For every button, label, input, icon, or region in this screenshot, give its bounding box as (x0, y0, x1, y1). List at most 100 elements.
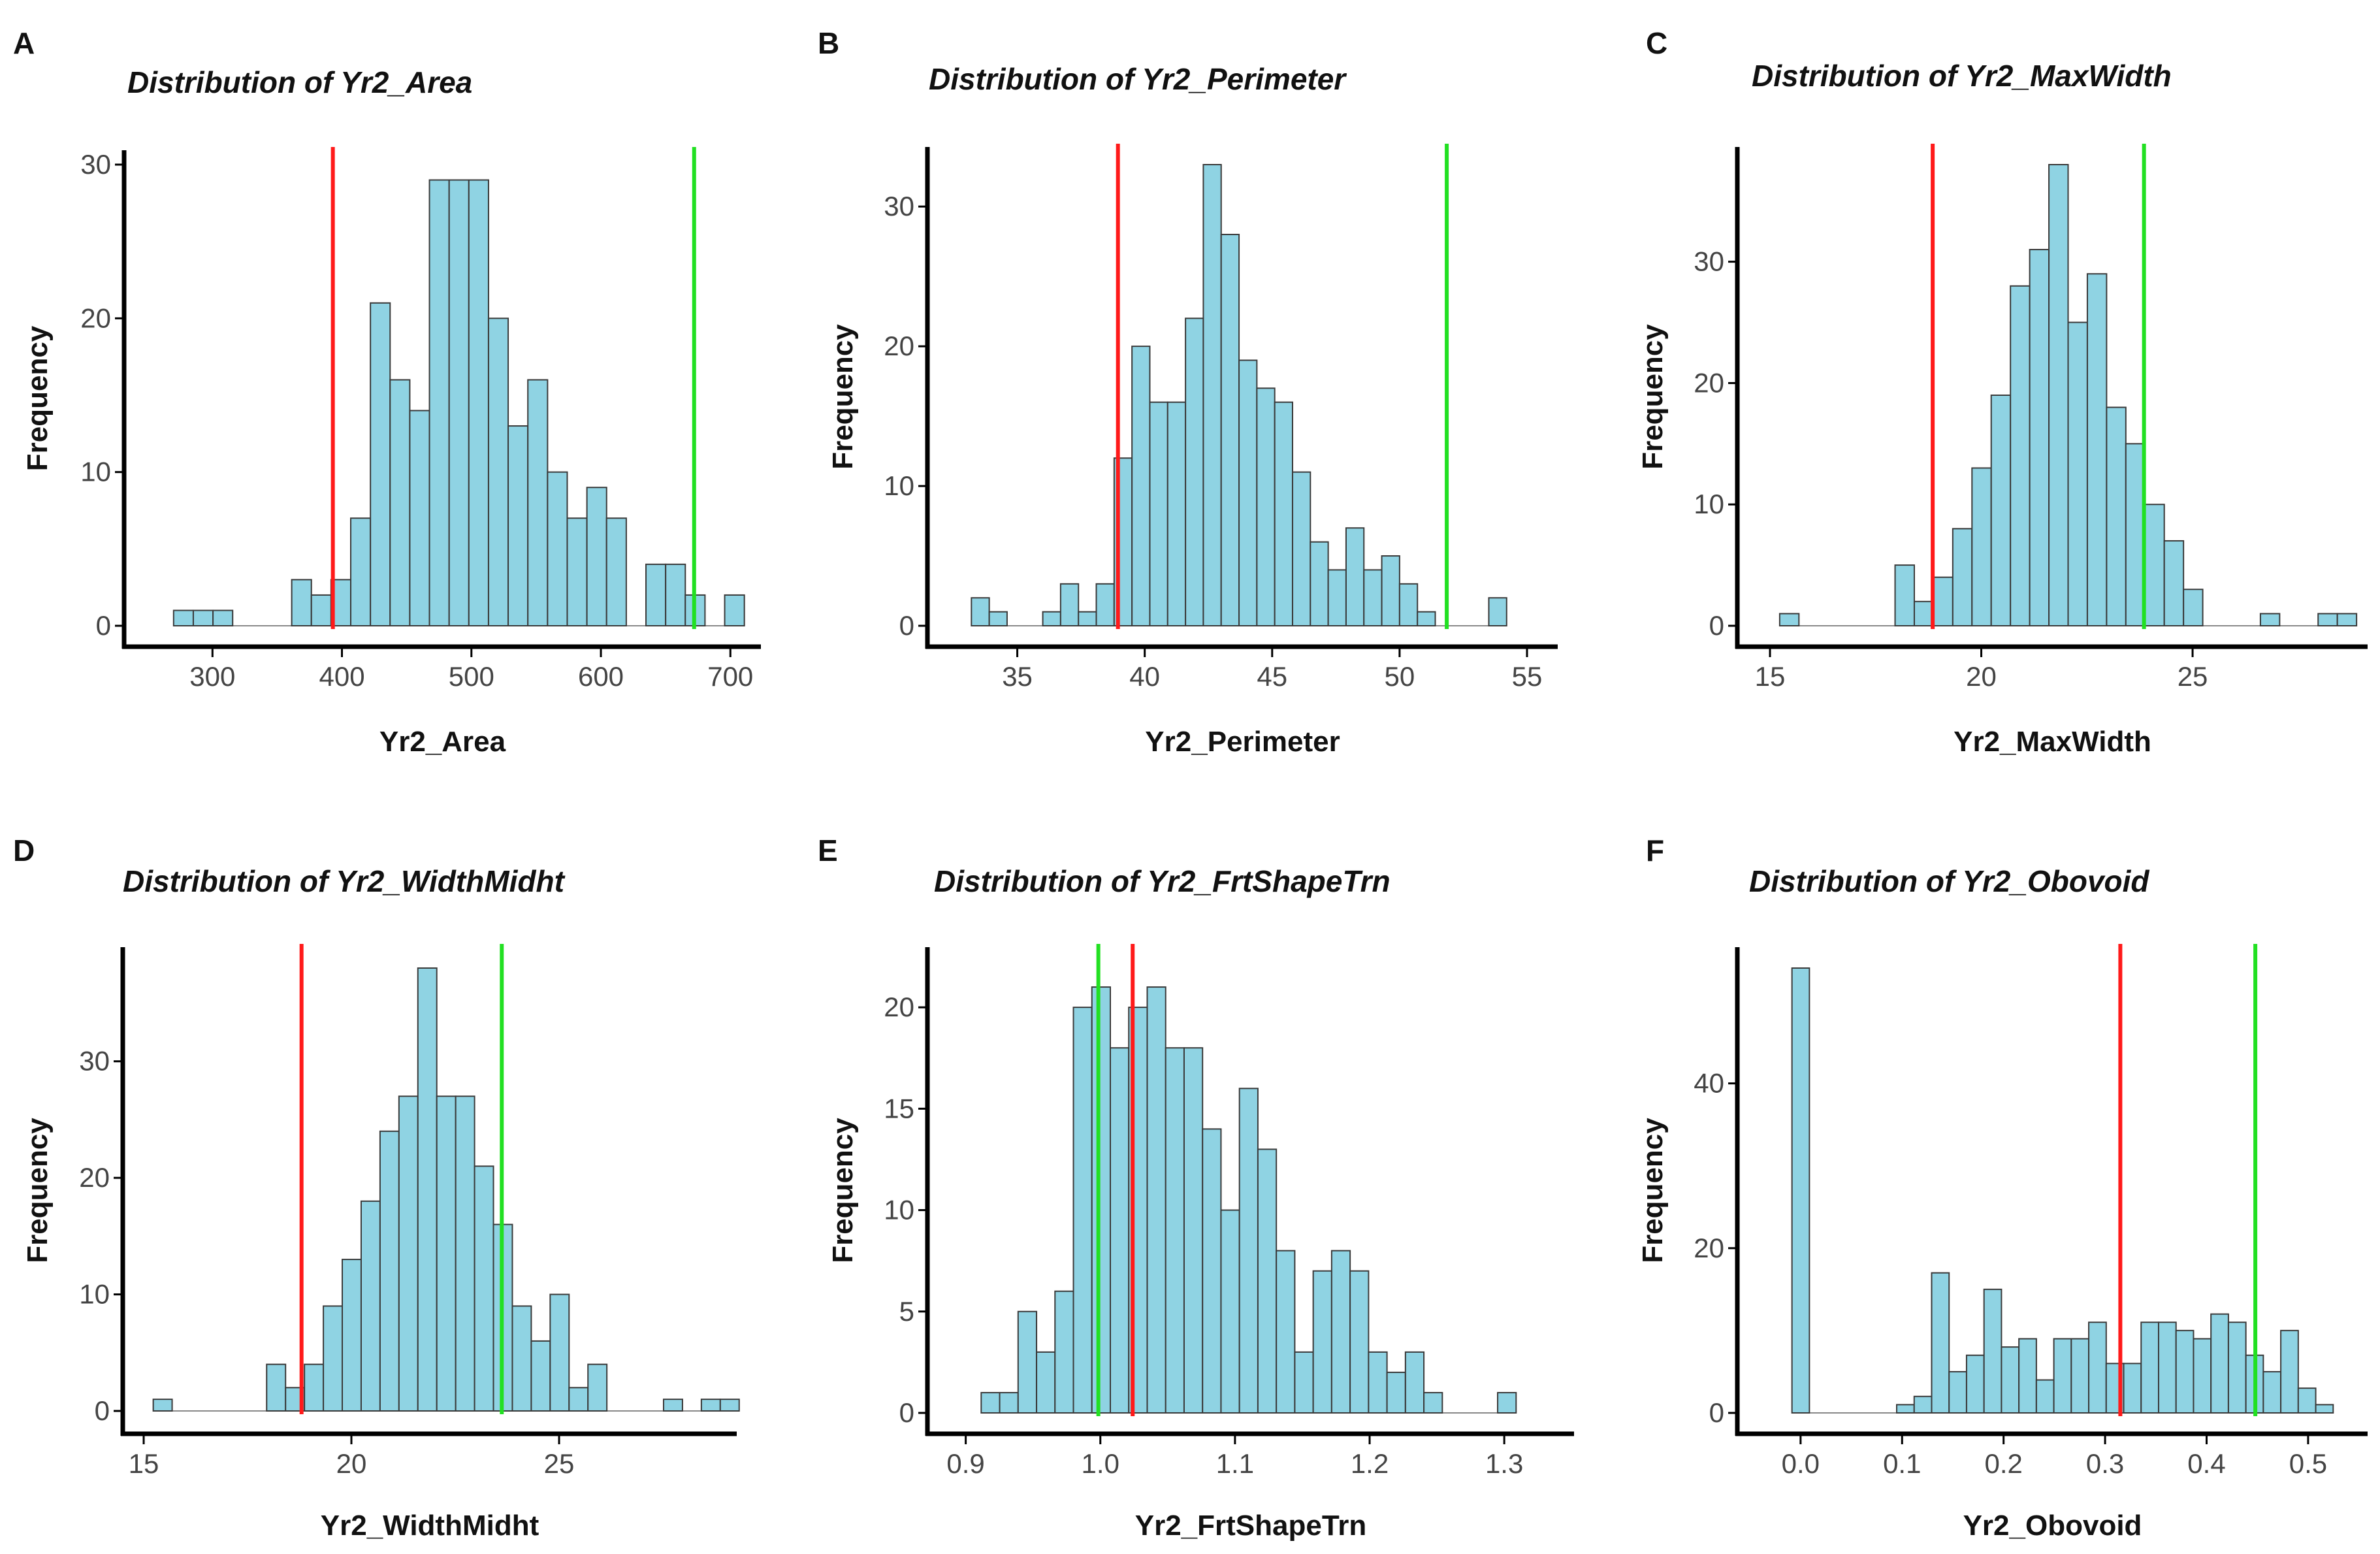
histogram-bar (342, 1259, 362, 1412)
histogram-bar (566, 517, 588, 626)
histogram-bar (2048, 164, 2069, 626)
y-tick-label: 10 (884, 1195, 914, 1225)
histogram-bar (2317, 613, 2338, 627)
histogram-bar (1274, 401, 1293, 626)
histogram-bar (568, 1387, 589, 1412)
histogram-bar (1149, 401, 1168, 626)
histogram-bar (724, 594, 745, 627)
histogram-bar (2297, 1387, 2317, 1414)
histogram-bar (1312, 1270, 1332, 1414)
histogram-bar (1238, 359, 1258, 626)
histogram-bar (487, 317, 509, 626)
histogram-bar (1059, 583, 1080, 626)
histogram-bar (2086, 273, 2108, 627)
x-tick-label: 0.1 (1883, 1448, 1921, 1479)
y-tick-label: 20 (1694, 1233, 1724, 1263)
histogram-bar (1497, 1391, 1517, 1414)
histogram-bar (1036, 1351, 1056, 1414)
histogram-bar (980, 1391, 1001, 1414)
histogram-bar (971, 597, 990, 626)
histogram-bar (428, 179, 450, 626)
panel-a: A Distribution of Yr2_Area 0 10 20 30 300 400 50… (13, 26, 761, 758)
y-axis-label: Frequency (827, 324, 859, 470)
x-tick-label: 25 (544, 1448, 575, 1479)
panel-letter-d: D (13, 834, 35, 867)
histogram-bar (547, 471, 568, 627)
histogram-bar (530, 1340, 551, 1412)
x-tick-label: 20 (1966, 661, 1997, 692)
chart-title-b: Distribution of Yr2_Perimeter (929, 62, 1347, 96)
histogram-bar (1291, 471, 1311, 627)
histogram-bar (2193, 1338, 2212, 1414)
histogram-bar (1256, 387, 1276, 626)
histogram-bar (1778, 613, 1800, 627)
histogram-bar (2035, 1379, 2055, 1414)
histogram-bar (1091, 986, 1112, 1414)
x-tick-label: 600 (578, 661, 624, 692)
histogram-bar (1202, 1128, 1222, 1414)
histogram-bar (1990, 395, 2012, 626)
histogram-bar (2123, 1363, 2142, 1414)
histogram-bar (586, 487, 607, 627)
histogram-bar (310, 594, 332, 627)
histogram-bar (1185, 317, 1204, 626)
histogram-bar (172, 609, 194, 627)
histogram-bar (700, 1399, 721, 1412)
x-tick-label: 1.0 (1082, 1448, 1119, 1479)
histogram-bar (1417, 611, 1436, 627)
histogram-bar (1054, 1290, 1074, 1414)
histogram-bar (1257, 1148, 1278, 1414)
histogram-bar (2070, 1338, 2090, 1414)
y-axis-label: Frequency (1637, 1118, 1669, 1263)
histogram-bar (587, 1363, 608, 1412)
histogram-bar (2106, 406, 2127, 626)
histogram-bar (455, 1095, 475, 1412)
histogram-bar (1327, 569, 1347, 627)
x-axis-label: Yr2_Perimeter (1145, 726, 1340, 758)
histogram-bar (1488, 597, 1507, 626)
x-axis-label: Yr2_Obovoid (1963, 1510, 2142, 1542)
histogram-bar (379, 1130, 400, 1412)
panel-letter-c: C (1646, 26, 1667, 60)
histogram-bar (468, 179, 489, 626)
histogram-bar (2010, 285, 2031, 626)
y-tick-label: 30 (1694, 246, 1724, 277)
histogram-bar (1368, 1351, 1388, 1414)
histogram-bar (2336, 613, 2358, 627)
chart-title-c: Distribution of Yr2_MaxWidth (1752, 59, 2172, 93)
histogram-bar (2067, 321, 2088, 626)
histogram-bar (2001, 1346, 2020, 1414)
histogram-bar (1078, 611, 1097, 627)
panel-d: D Distribution of Yr2_WidthMidht 0 10 20 30 15… (13, 834, 740, 1542)
x-tick-label: 1.1 (1216, 1448, 1254, 1479)
histogram-bar (212, 609, 234, 627)
y-tick-label: 10 (884, 470, 914, 501)
histogram-bar (1310, 541, 1329, 626)
x-tick-label: 1.3 (1485, 1448, 1523, 1479)
histogram-bar (2175, 1329, 2195, 1414)
histogram-bar (2183, 589, 2204, 627)
x-tick-label: 500 (449, 661, 494, 692)
histogram-bar (2018, 1338, 2037, 1414)
histogram-bar (1238, 1088, 1259, 1414)
histogram-bar (1072, 1007, 1093, 1414)
histogram-bar (291, 579, 312, 627)
chart-title-f: Distribution of Yr2_Obovoid (1749, 864, 2149, 898)
histogram-bar (1166, 401, 1187, 626)
chart-title-a: Distribution of Yr2_Area (127, 65, 472, 99)
histogram-bar (2259, 613, 2281, 627)
histogram-bar (1202, 164, 1222, 626)
x-tick-label: 700 (707, 661, 753, 692)
y-axis-label: Frequency (22, 1118, 54, 1263)
histogram-bar (1971, 467, 1992, 627)
x-tick-label: 0.5 (2289, 1448, 2327, 1479)
chart-title-d: Distribution of Yr2_WidthMidht (123, 864, 566, 898)
histogram-bar (2053, 1338, 2072, 1414)
x-axis-label: Yr2_MaxWidth (1954, 726, 2151, 758)
histogram-bar (448, 179, 470, 626)
histogram-bar (1330, 1250, 1351, 1414)
x-tick-label: 20 (336, 1448, 367, 1479)
histogram-bar (1220, 1209, 1240, 1414)
y-tick-label: 30 (80, 149, 111, 180)
